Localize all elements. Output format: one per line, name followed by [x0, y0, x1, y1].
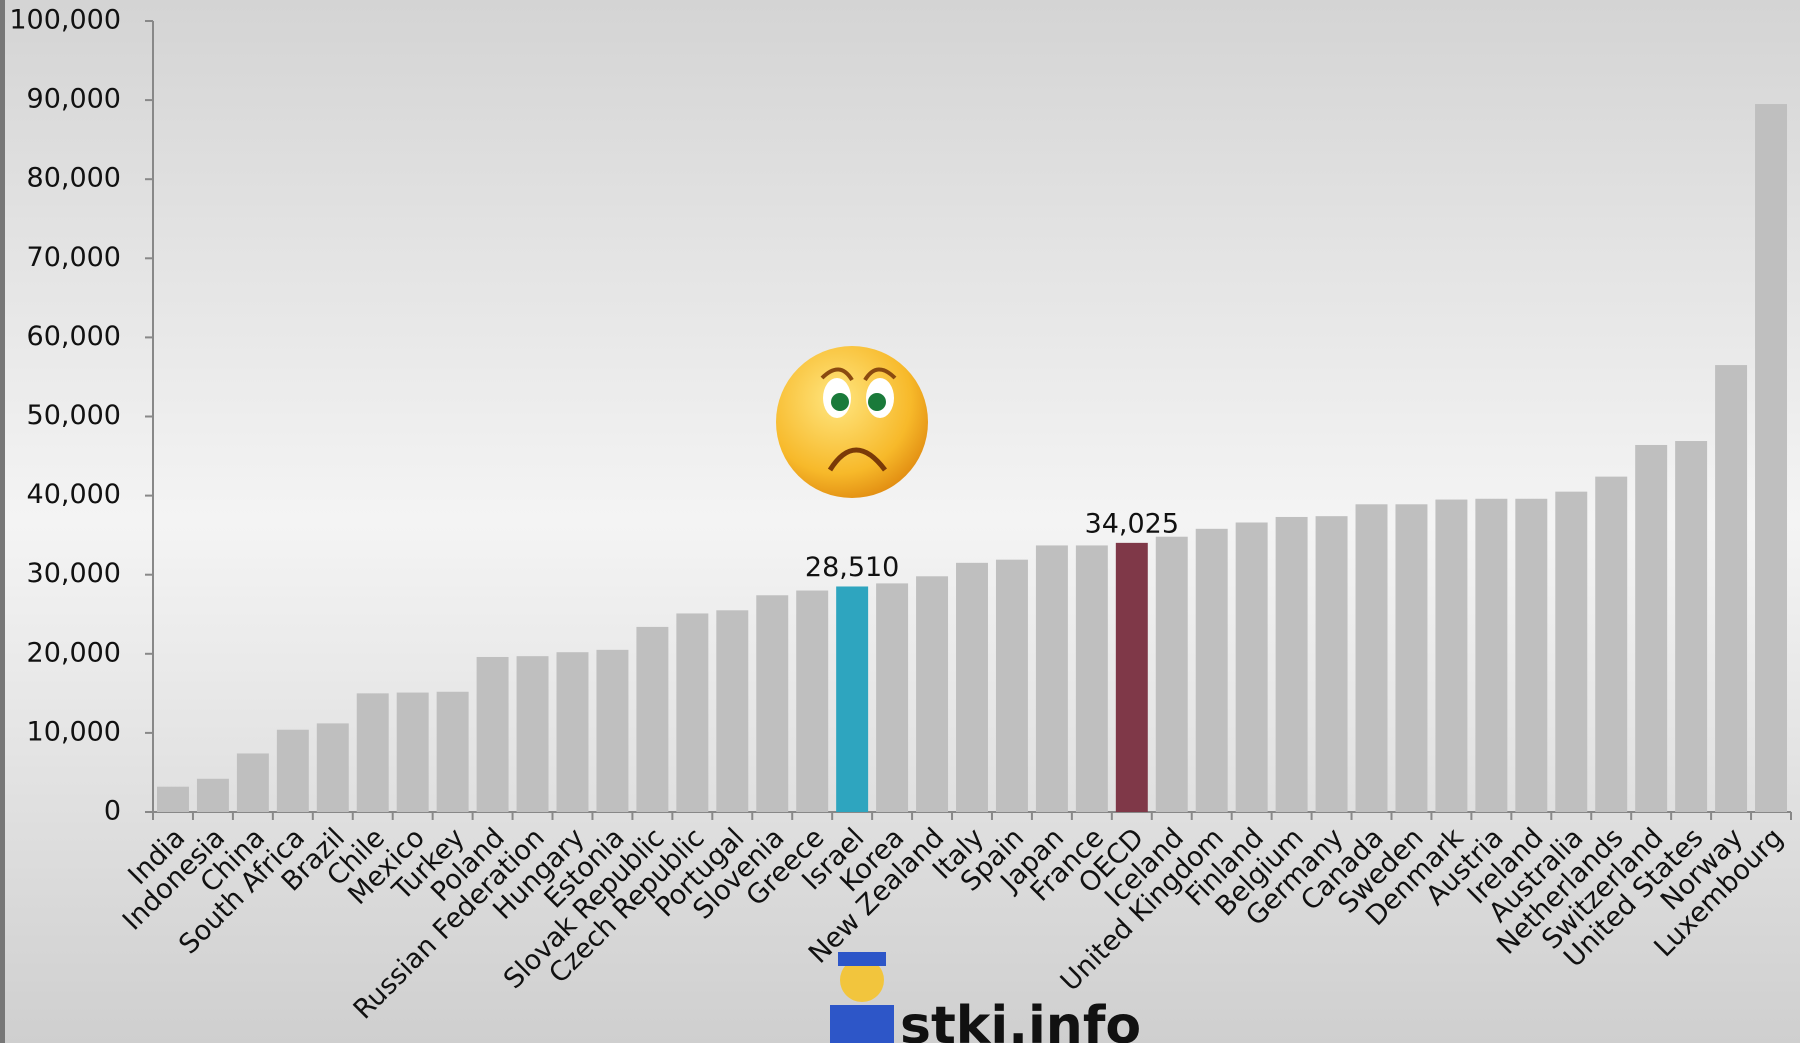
bar: [1035, 545, 1068, 812]
left-border: [0, 0, 5, 1043]
bar: [276, 729, 309, 812]
bar: [1755, 104, 1788, 813]
bar: [1555, 491, 1588, 812]
y-tick-label: 100,000: [9, 5, 121, 36]
bar: [436, 691, 469, 812]
bar: [1195, 528, 1228, 812]
bar: [556, 652, 589, 812]
value-label: 34,025: [1085, 508, 1179, 539]
y-tick-label: 70,000: [27, 242, 121, 273]
bar: [1275, 516, 1308, 812]
bar: [596, 649, 629, 812]
bar: [1235, 522, 1268, 812]
bar: [1635, 444, 1668, 812]
bar: [196, 778, 229, 812]
bar: [156, 786, 189, 812]
bar: [316, 723, 349, 812]
bar: [1315, 516, 1348, 812]
bar: [1595, 476, 1628, 812]
bar: [1155, 536, 1188, 812]
bar: [1395, 504, 1428, 812]
y-tick-label: 90,000: [27, 84, 121, 115]
bar: [1675, 441, 1708, 812]
y-tick-label: 40,000: [27, 479, 121, 510]
bar: [716, 610, 749, 812]
bar: [916, 576, 949, 812]
bar: [796, 590, 829, 812]
bar: [356, 693, 389, 812]
bar: [1435, 499, 1468, 812]
y-tick-label: 80,000: [27, 163, 121, 194]
bar: [1515, 498, 1548, 812]
y-tick-label: 20,000: [27, 637, 121, 668]
watermark: stki.info: [900, 996, 1141, 1043]
bar: [995, 559, 1028, 812]
bar: [876, 583, 909, 812]
bar: [1115, 542, 1148, 812]
bar: [1715, 365, 1748, 812]
bar: [236, 753, 269, 812]
bar: [516, 656, 549, 812]
bar: [1075, 545, 1108, 812]
sad-face: [776, 346, 928, 498]
bar: [676, 613, 709, 812]
y-tick-label: 60,000: [27, 321, 121, 352]
y-tick-label: 30,000: [27, 558, 121, 589]
bar: [476, 656, 509, 812]
bar: [836, 586, 869, 812]
y-tick-label: 0: [104, 796, 121, 827]
y-tick-label: 50,000: [27, 400, 121, 431]
value-label: 28,510: [805, 552, 899, 583]
mascot: [830, 952, 894, 1043]
bar: [756, 595, 789, 812]
bar: [636, 626, 669, 812]
bar: [396, 692, 429, 812]
bar: [1475, 498, 1508, 812]
bar: [1355, 504, 1388, 812]
bar: [956, 562, 988, 812]
y-tick-label: 10,000: [27, 716, 121, 747]
